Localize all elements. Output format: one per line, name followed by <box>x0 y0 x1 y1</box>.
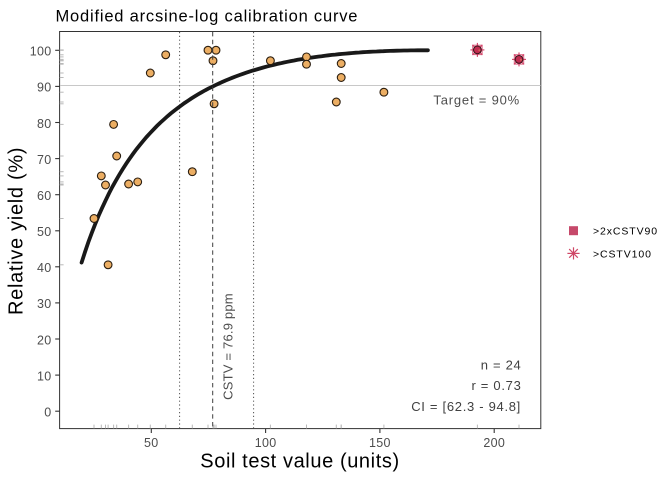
svg-text:Modified arcsine-log calibrati: Modified arcsine-log calibration curve <box>56 7 359 25</box>
svg-text:50: 50 <box>37 225 52 239</box>
svg-text:r = 0.73: r = 0.73 <box>471 378 521 393</box>
svg-text:Relative yield (%): Relative yield (%) <box>6 147 28 315</box>
svg-text:100: 100 <box>255 436 277 450</box>
svg-text:Target = 90%: Target = 90% <box>433 92 520 107</box>
svg-text:>2xCSTV90: >2xCSTV90 <box>593 226 658 238</box>
svg-text:100: 100 <box>30 45 52 59</box>
svg-text:50: 50 <box>144 436 159 450</box>
svg-text:70: 70 <box>37 153 52 167</box>
svg-text:CSTV = 76.9 ppm: CSTV = 76.9 ppm <box>220 293 235 400</box>
svg-text:10: 10 <box>37 369 52 383</box>
svg-text:0: 0 <box>44 406 51 420</box>
svg-text:80: 80 <box>37 117 52 131</box>
svg-text:>CSTV100: >CSTV100 <box>593 249 652 261</box>
svg-text:30: 30 <box>37 297 52 311</box>
svg-text:200: 200 <box>483 436 505 450</box>
svg-text:40: 40 <box>37 261 52 275</box>
svg-text:90: 90 <box>37 81 52 95</box>
svg-text:150: 150 <box>369 436 391 450</box>
svg-text:CI = [62.3 - 94.8]: CI = [62.3 - 94.8] <box>411 399 521 414</box>
svg-text:20: 20 <box>37 333 52 347</box>
svg-text:Soil test value (units): Soil test value (units) <box>200 451 399 473</box>
svg-text:n = 24: n = 24 <box>481 357 522 372</box>
svg-text:60: 60 <box>37 189 52 203</box>
